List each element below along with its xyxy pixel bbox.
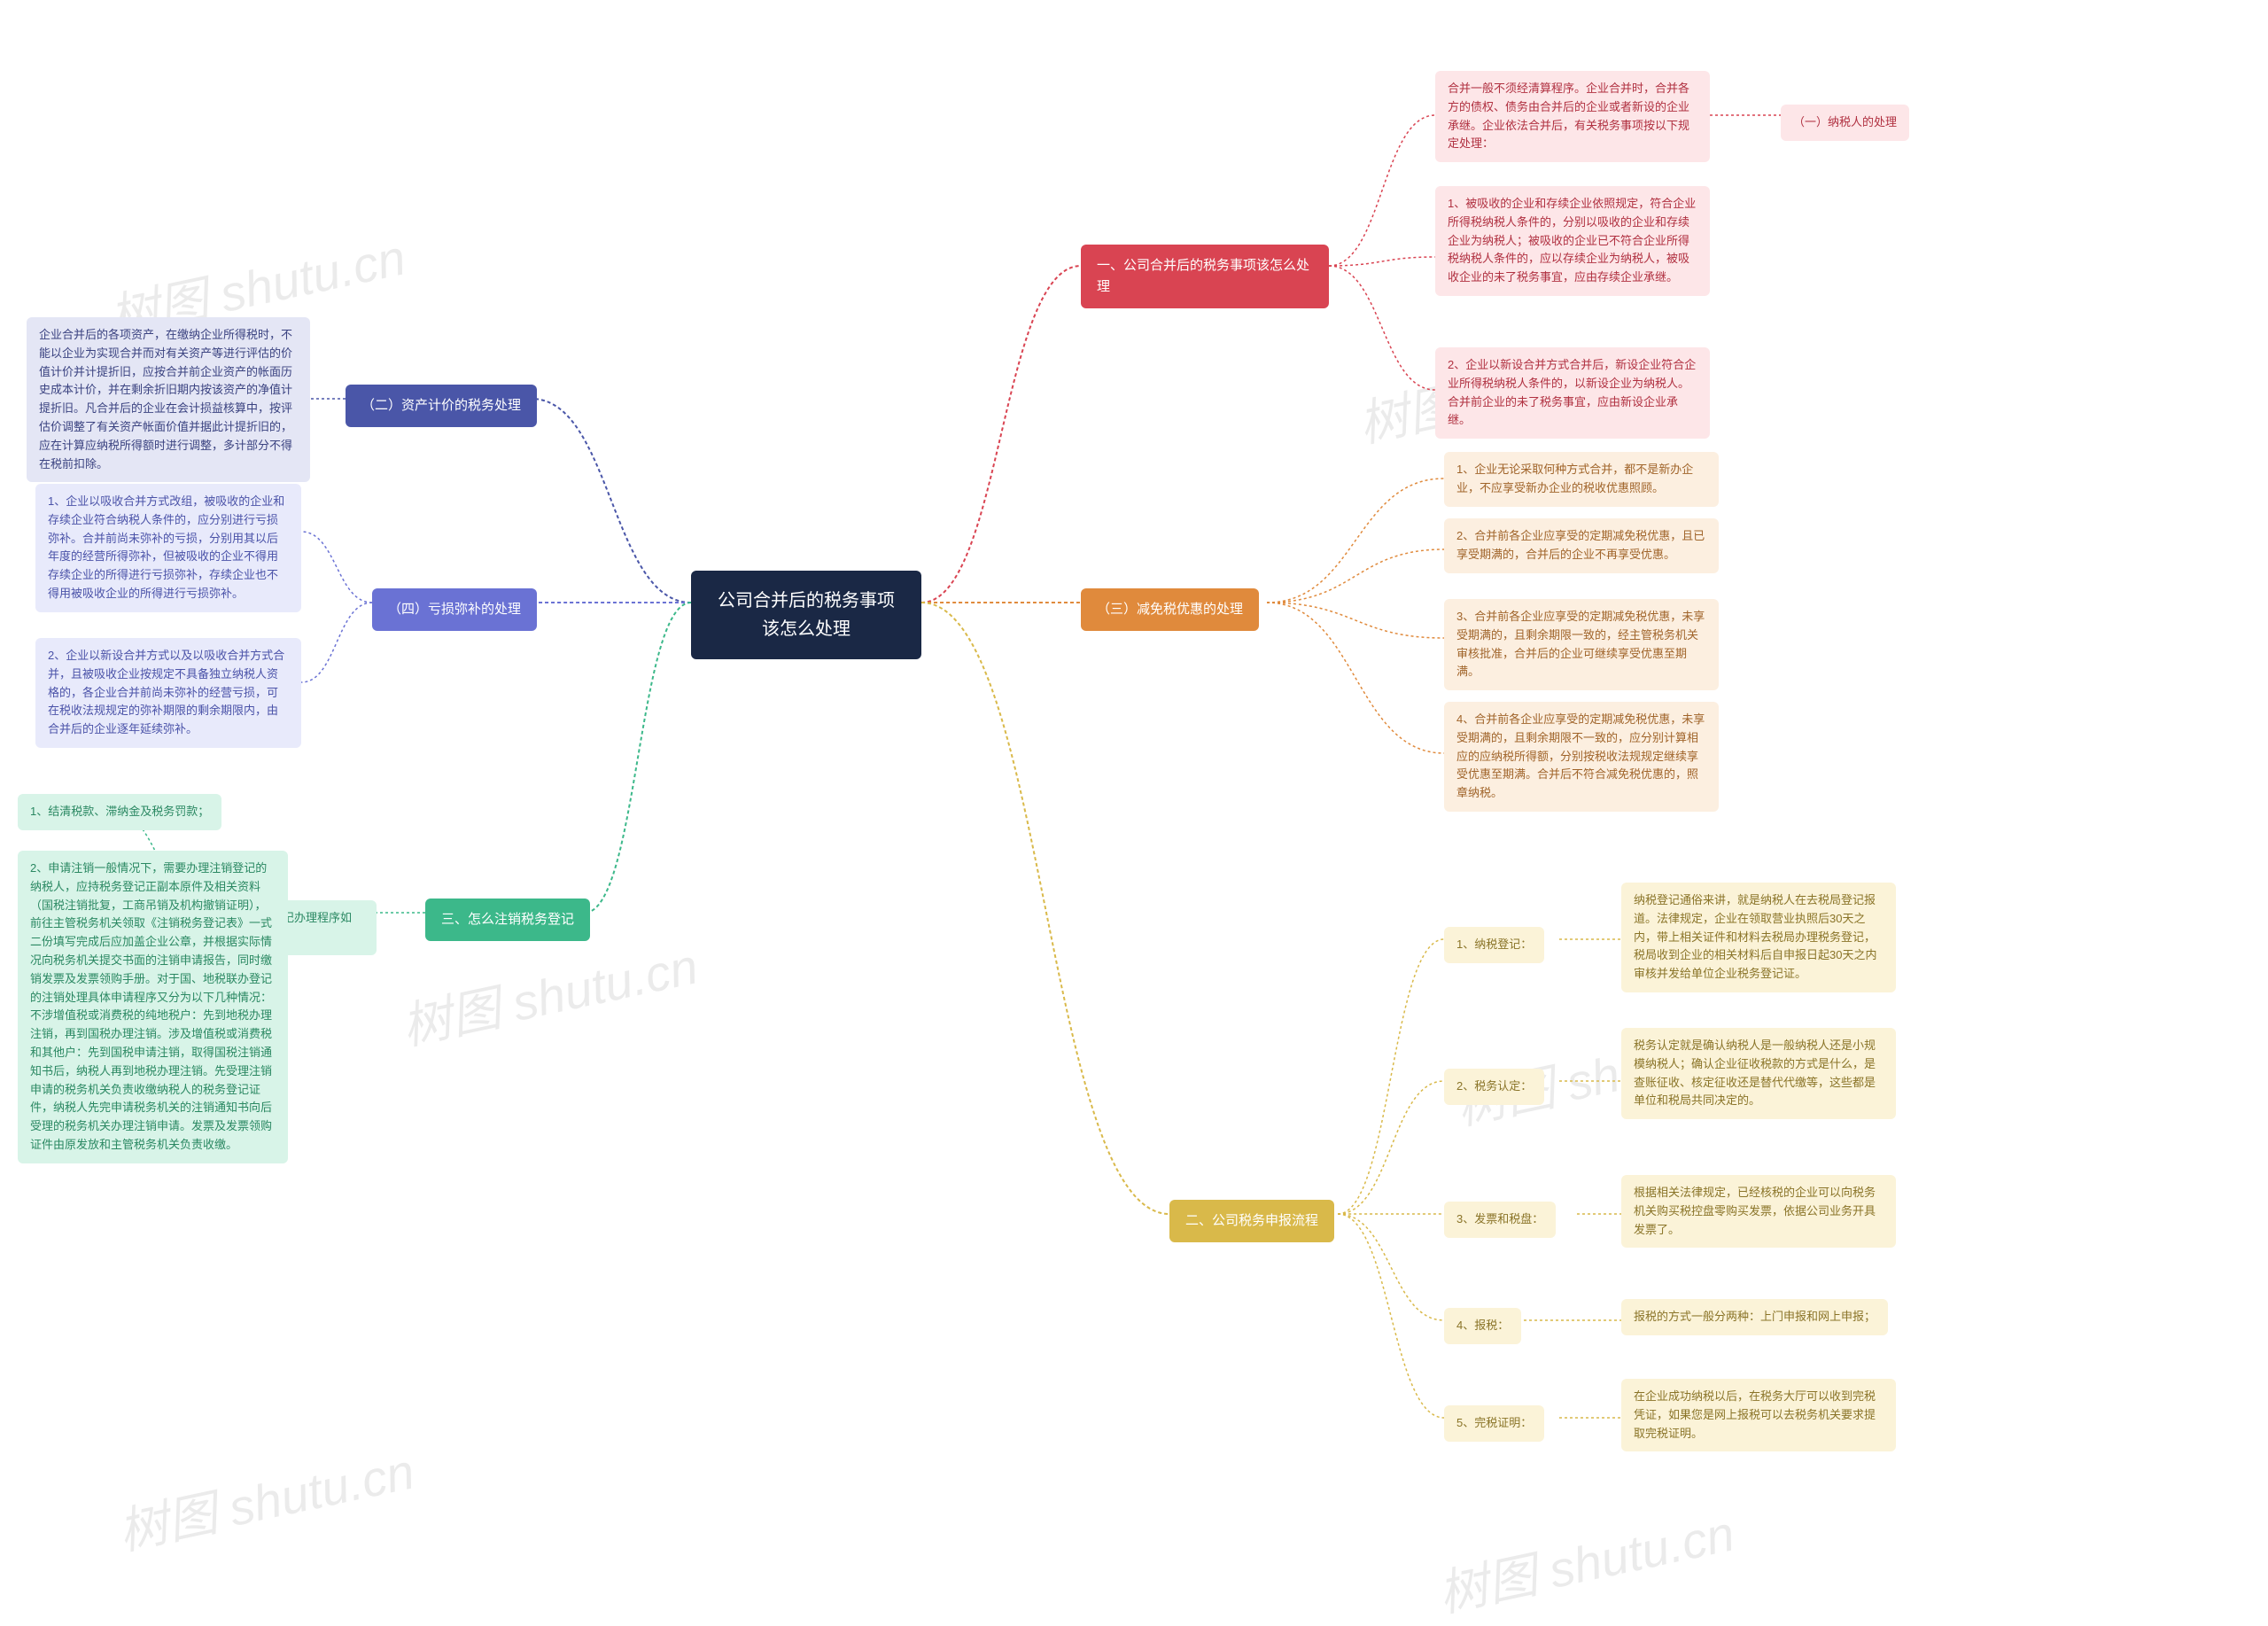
leaf-merge-2: 1、被吸收的企业和存续企业依照规定，符合企业所得税纳税人条件的，分别以吸收的企业…	[1435, 186, 1710, 296]
leaf-filing-1-label: 1、纳税登记：	[1444, 927, 1544, 963]
branch-loss-recovery[interactable]: （四）亏损弥补的处理	[372, 588, 537, 631]
leaf-asset-text: 企业合并后的各项资产，在缴纳企业所得税时，不能以企业为实现合并而对有关资产等进行…	[27, 317, 310, 482]
branch-tax-filing[interactable]: 二、公司税务申报流程	[1169, 1200, 1334, 1242]
leaf-merge-1-sub: （一）纳税人的处理	[1781, 105, 1909, 141]
leaf-relief-3: 3、合并前各企业应享受的定期减免税优惠，未享受期满的，且剩余期限一致的，经主管税…	[1444, 599, 1719, 690]
leaf-filing-5-label: 5、完税证明：	[1444, 1405, 1544, 1442]
branch-asset-valuation[interactable]: （二）资产计价的税务处理	[346, 385, 537, 427]
leaf-loss-1: 1、企业以吸收合并方式改组，被吸收的企业和存续企业符合纳税人条件的，应分别进行亏…	[35, 484, 301, 612]
leaf-filing-2-label: 2、税务认定：	[1444, 1069, 1544, 1105]
leaf-merge-1: 合并一般不须经清算程序。企业合并时，合并各方的债权、债务由合并后的企业或者新设的…	[1435, 71, 1710, 162]
leaf-filing-2-text: 税务认定就是确认纳税人是一般纳税人还是小规模纳税人；确认企业征收税款的方式是什么…	[1621, 1028, 1896, 1119]
leaf-cancel-2: 2、申请注销一般情况下，需要办理注销登记的纳税人，应持税务登记正副本原件及相关资…	[18, 851, 288, 1163]
watermark: 树图 shutu.cn	[1431, 1494, 1740, 1626]
leaf-cancel-1: 1、结清税款、滞纳金及税务罚款；	[18, 794, 221, 830]
watermark: 树图 shutu.cn	[394, 927, 703, 1060]
leaf-filing-3-label: 3、发票和税盘：	[1444, 1202, 1556, 1238]
leaf-filing-5-text: 在企业成功纳税以后，在税务大厅可以收到完税凭证，如果您是网上报税可以去税务机关要…	[1621, 1379, 1896, 1451]
branch-cancel-tax[interactable]: 三、怎么注销税务登记	[425, 899, 590, 941]
leaf-filing-4-text: 报税的方式一般分两种：上门申报和网上申报；	[1621, 1299, 1888, 1335]
branch-merge-tax[interactable]: 一、公司合并后的税务事项该怎么处理	[1081, 245, 1329, 308]
leaf-filing-4-label: 4、报税：	[1444, 1308, 1521, 1344]
center-node[interactable]: 公司合并后的税务事项该怎么处理	[691, 571, 921, 659]
leaf-merge-3: 2、企业以新设合并方式合并后，新设企业符合企业所得税纳税人条件的，以新设企业为纳…	[1435, 347, 1710, 439]
leaf-filing-1-text: 纳税登记通俗来讲，就是纳税人在去税局登记报道。法律规定，企业在领取营业执照后30…	[1621, 883, 1896, 992]
leaf-relief-2: 2、合并前各企业应享受的定期减免税优惠，且已享受期满的，合并后的企业不再享受优惠…	[1444, 518, 1719, 573]
leaf-loss-2: 2、企业以新设合并方式以及以吸收合并方式合并，且被吸收企业按规定不具备独立纳税人…	[35, 638, 301, 748]
connector-layer	[0, 0, 2268, 1620]
leaf-filing-3-text: 根据相关法律规定，已经核税的企业可以向税务机关购买税控盘零购买发票，依据公司业务…	[1621, 1175, 1896, 1248]
branch-tax-relief[interactable]: （三）减免税优惠的处理	[1081, 588, 1259, 631]
leaf-relief-4: 4、合并前各企业应享受的定期减免税优惠，未享受期满的，且剩余期限不一致的，应分别…	[1444, 702, 1719, 812]
watermark: 树图 shutu.cn	[111, 1432, 420, 1565]
leaf-relief-1: 1、企业无论采取何种方式合并，都不是新办企业，不应享受新办企业的税收优惠照顾。	[1444, 452, 1719, 507]
